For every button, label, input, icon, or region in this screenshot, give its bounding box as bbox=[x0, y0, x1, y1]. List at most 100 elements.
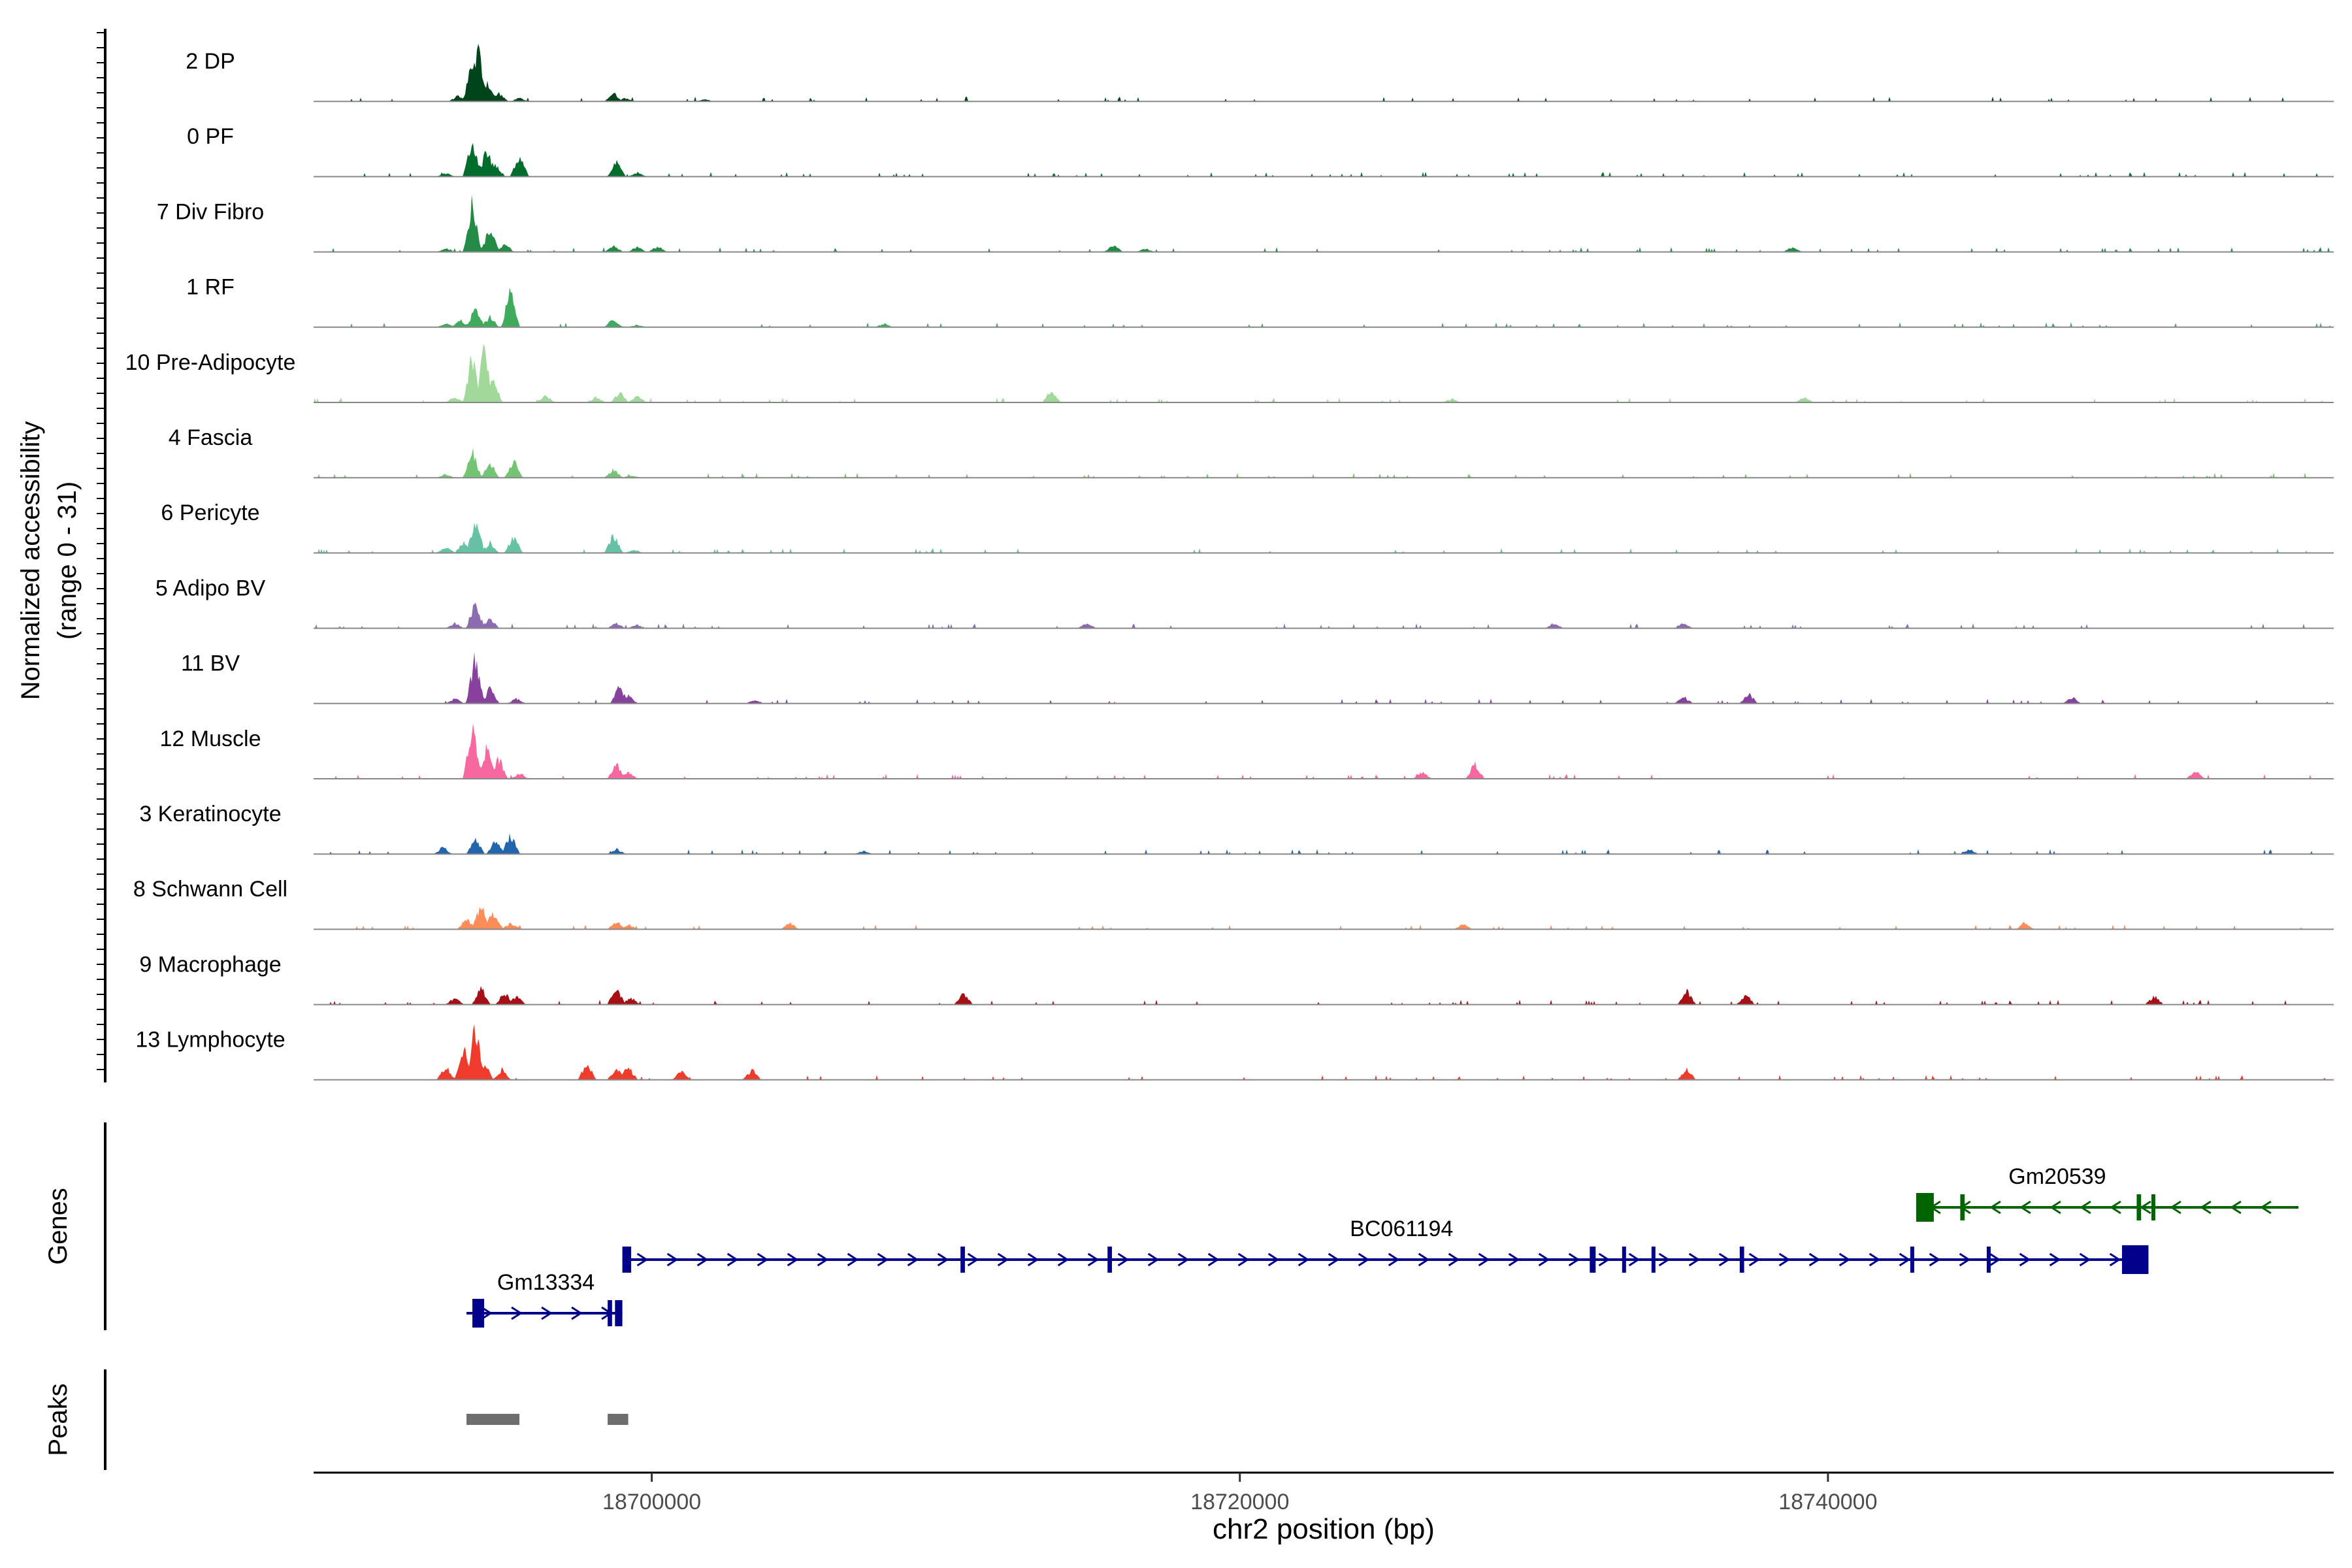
strand-arrow bbox=[2019, 1252, 2031, 1267]
strand-arrow bbox=[1688, 1252, 1701, 1267]
strand-arrow bbox=[1959, 1252, 1971, 1267]
genes-track-label: Genes bbox=[44, 1188, 73, 1265]
x-axis: 18700000 18720000 18740000 bbox=[314, 1471, 2334, 1514]
track-8-schwann-cell: 8 Schwann Cell bbox=[133, 877, 2334, 930]
strand-arrow bbox=[1869, 1252, 1881, 1267]
strand-arrow bbox=[1177, 1252, 1190, 1267]
strand-arrow bbox=[541, 1306, 553, 1320]
x-tick-label: 18720000 bbox=[1190, 1490, 1289, 1514]
track-label: 13 Lymphocyte bbox=[135, 1028, 285, 1053]
peak-region bbox=[466, 1414, 520, 1425]
strand-arrow bbox=[2019, 1200, 2031, 1215]
x-tick-label: 18700000 bbox=[602, 1490, 701, 1514]
gene-exon bbox=[615, 1300, 623, 1326]
strand-arrow bbox=[1328, 1252, 1340, 1267]
strand-arrow bbox=[997, 1252, 1009, 1267]
gene-exon bbox=[1590, 1247, 1596, 1273]
track-label: 12 Muscle bbox=[160, 727, 261, 751]
track-label: 2 DP bbox=[186, 49, 235, 74]
coverage-area bbox=[314, 1024, 2334, 1080]
strand-arrow bbox=[1508, 1252, 1520, 1267]
coverage-area bbox=[314, 833, 2334, 855]
coverage-area bbox=[314, 651, 2334, 704]
strand-arrow bbox=[1237, 1252, 1250, 1267]
strand-arrow bbox=[1448, 1252, 1460, 1267]
gene-exon bbox=[1107, 1247, 1112, 1273]
track-7-div-fibro: 7 Div Fibro bbox=[157, 195, 2334, 253]
strand-arrow bbox=[1899, 1252, 1911, 1267]
track-3-keratinocyte: 3 Keratinocyte bbox=[139, 802, 2334, 855]
peaks-track-label: Peaks bbox=[44, 1383, 73, 1456]
coverage-area bbox=[314, 142, 2334, 177]
x-tick-label: 18740000 bbox=[1778, 1490, 1877, 1514]
coverage-area bbox=[314, 287, 2334, 327]
strand-arrow bbox=[1207, 1252, 1220, 1267]
gene-gm20539: Gm20539 bbox=[1916, 1164, 2298, 1222]
strand-arrow bbox=[1568, 1252, 1580, 1267]
coverage-area bbox=[314, 986, 2334, 1005]
coverage-tracks: 2 DP 0 PF 7 Div Fibro 1 RF 10 Pre-Adipocyte 4… bbox=[125, 44, 2334, 1081]
track-6-pericyte: 6 Pericyte bbox=[161, 500, 2334, 554]
track-5-adipo-bv: 5 Adipo BV bbox=[155, 576, 2334, 629]
strand-arrow bbox=[2050, 1200, 2061, 1215]
strand-arrow bbox=[636, 1252, 649, 1267]
strand-arrow bbox=[666, 1252, 679, 1267]
coverage-area bbox=[314, 44, 2334, 102]
strand-arrow bbox=[787, 1252, 799, 1267]
strand-arrow bbox=[757, 1252, 769, 1267]
gene-exon bbox=[1910, 1247, 1914, 1273]
gene-label: Gm20539 bbox=[2008, 1164, 2106, 1189]
strand-arrow bbox=[2109, 1252, 2121, 1267]
gene-bc061194: BC061194 bbox=[622, 1217, 2149, 1274]
strand-arrow bbox=[877, 1252, 889, 1267]
track-label: 10 Pre-Adipocyte bbox=[125, 350, 296, 375]
track-0-pf: 0 PF bbox=[187, 124, 2334, 178]
strand-arrow bbox=[2110, 1200, 2121, 1215]
strand-arrow bbox=[847, 1252, 859, 1267]
strand-arrow bbox=[1598, 1252, 1610, 1267]
coverage-area bbox=[314, 195, 2334, 252]
coverage-area bbox=[314, 602, 2334, 629]
strand-arrow bbox=[2200, 1200, 2212, 1215]
gene-exon bbox=[1960, 1194, 1965, 1220]
strand-arrow bbox=[511, 1306, 523, 1320]
gene-exon bbox=[608, 1300, 612, 1326]
strand-arrow bbox=[571, 1306, 583, 1320]
track-11-bv: 11 BV bbox=[181, 651, 2334, 704]
strand-arrow bbox=[2049, 1252, 2061, 1267]
strand-arrow bbox=[1087, 1252, 1100, 1267]
track-label: 1 RF bbox=[186, 275, 235, 300]
track-label: 7 Div Fibro bbox=[157, 199, 264, 224]
strand-arrow bbox=[1478, 1252, 1490, 1267]
gene-exon bbox=[1651, 1247, 1656, 1273]
strand-arrow bbox=[1418, 1252, 1430, 1267]
peaks-track bbox=[466, 1414, 629, 1425]
track-2-dp: 2 DP bbox=[186, 44, 2334, 103]
strand-arrow bbox=[1989, 1252, 2001, 1267]
strand-arrow bbox=[1358, 1252, 1370, 1267]
x-axis-label: chr2 position (bp) bbox=[1213, 1513, 1435, 1545]
track-4-fascia: 4 Fascia bbox=[169, 425, 2334, 479]
strand-arrow bbox=[1838, 1252, 1851, 1267]
strand-arrow bbox=[967, 1252, 979, 1267]
track-label: 5 Adipo BV bbox=[155, 576, 266, 600]
track-12-muscle: 12 Muscle bbox=[160, 723, 2334, 779]
gene-gm13334: Gm13334 bbox=[466, 1270, 623, 1328]
strand-arrow bbox=[1027, 1252, 1039, 1267]
strand-arrow bbox=[1388, 1252, 1400, 1267]
strand-arrow bbox=[937, 1252, 949, 1267]
strand-arrow bbox=[727, 1252, 739, 1267]
track-9-macrophage: 9 Macrophage bbox=[139, 952, 2334, 1005]
strand-arrow bbox=[1628, 1252, 1641, 1267]
coverage-area bbox=[314, 522, 2334, 553]
track-label: 4 Fascia bbox=[169, 425, 253, 450]
track-10-pre-adipocyte: 10 Pre-Adipocyte bbox=[125, 344, 2334, 403]
track-label: 9 Macrophage bbox=[139, 952, 281, 977]
track-label: 6 Pericyte bbox=[161, 500, 259, 525]
gene-exon bbox=[1739, 1247, 1744, 1273]
gene-exon bbox=[1916, 1193, 1934, 1222]
gene-exon bbox=[2151, 1194, 2155, 1220]
peak-region bbox=[608, 1414, 629, 1425]
strand-arrow bbox=[2170, 1200, 2181, 1215]
